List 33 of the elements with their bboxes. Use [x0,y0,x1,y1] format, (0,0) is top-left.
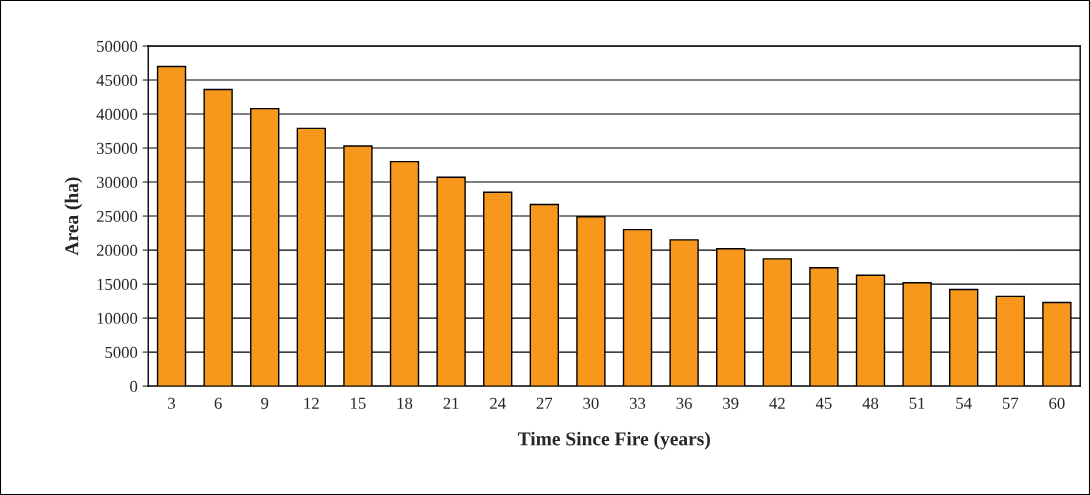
x-tick-label: 42 [769,397,785,409]
x-tick-label: 3 [168,397,176,409]
x-tick-label: 6 [214,397,222,409]
x-tick-label: 9 [261,397,269,409]
x-tick-label: 12 [304,397,319,409]
x-tick-label: 33 [629,397,646,409]
x-tick-label: 51 [909,397,925,409]
x-tick-label: 54 [956,397,972,409]
y-tick-label: 25000 [96,210,138,223]
x-tick-label: 21 [443,397,459,409]
x-tick-label: 36 [676,397,692,409]
x-tick-label: 39 [723,397,739,409]
y-tick-label: 50000 [97,40,138,52]
x-axis-title: Time Since Fire (years) [517,431,710,450]
y-tick-label: 30000 [96,176,138,189]
y-axis-title: Area (ha) [64,177,83,256]
x-tick-label: 45 [815,397,832,409]
x-tick-label: 30 [583,397,599,409]
x-tick-label: 27 [536,397,553,409]
y-tick-label: 5000 [105,346,138,359]
x-tick-label: 24 [490,397,506,409]
y-tick-label: 0 [130,380,138,393]
x-tick-label: 57 [1002,397,1019,409]
y-tick-label: 35000 [96,142,138,154]
x-tick-label: 18 [397,397,413,409]
y-tick-label: 45000 [96,74,138,86]
y-tick-label: 15000 [97,278,138,291]
x-tick-label: 48 [862,397,879,409]
x-tick-label: 15 [351,397,366,409]
x-tick-label: 60 [1049,397,1065,409]
y-tick-label: 10000 [97,312,138,325]
y-tick-label: 40000 [96,108,138,120]
y-tick-label: 20000 [96,244,138,257]
